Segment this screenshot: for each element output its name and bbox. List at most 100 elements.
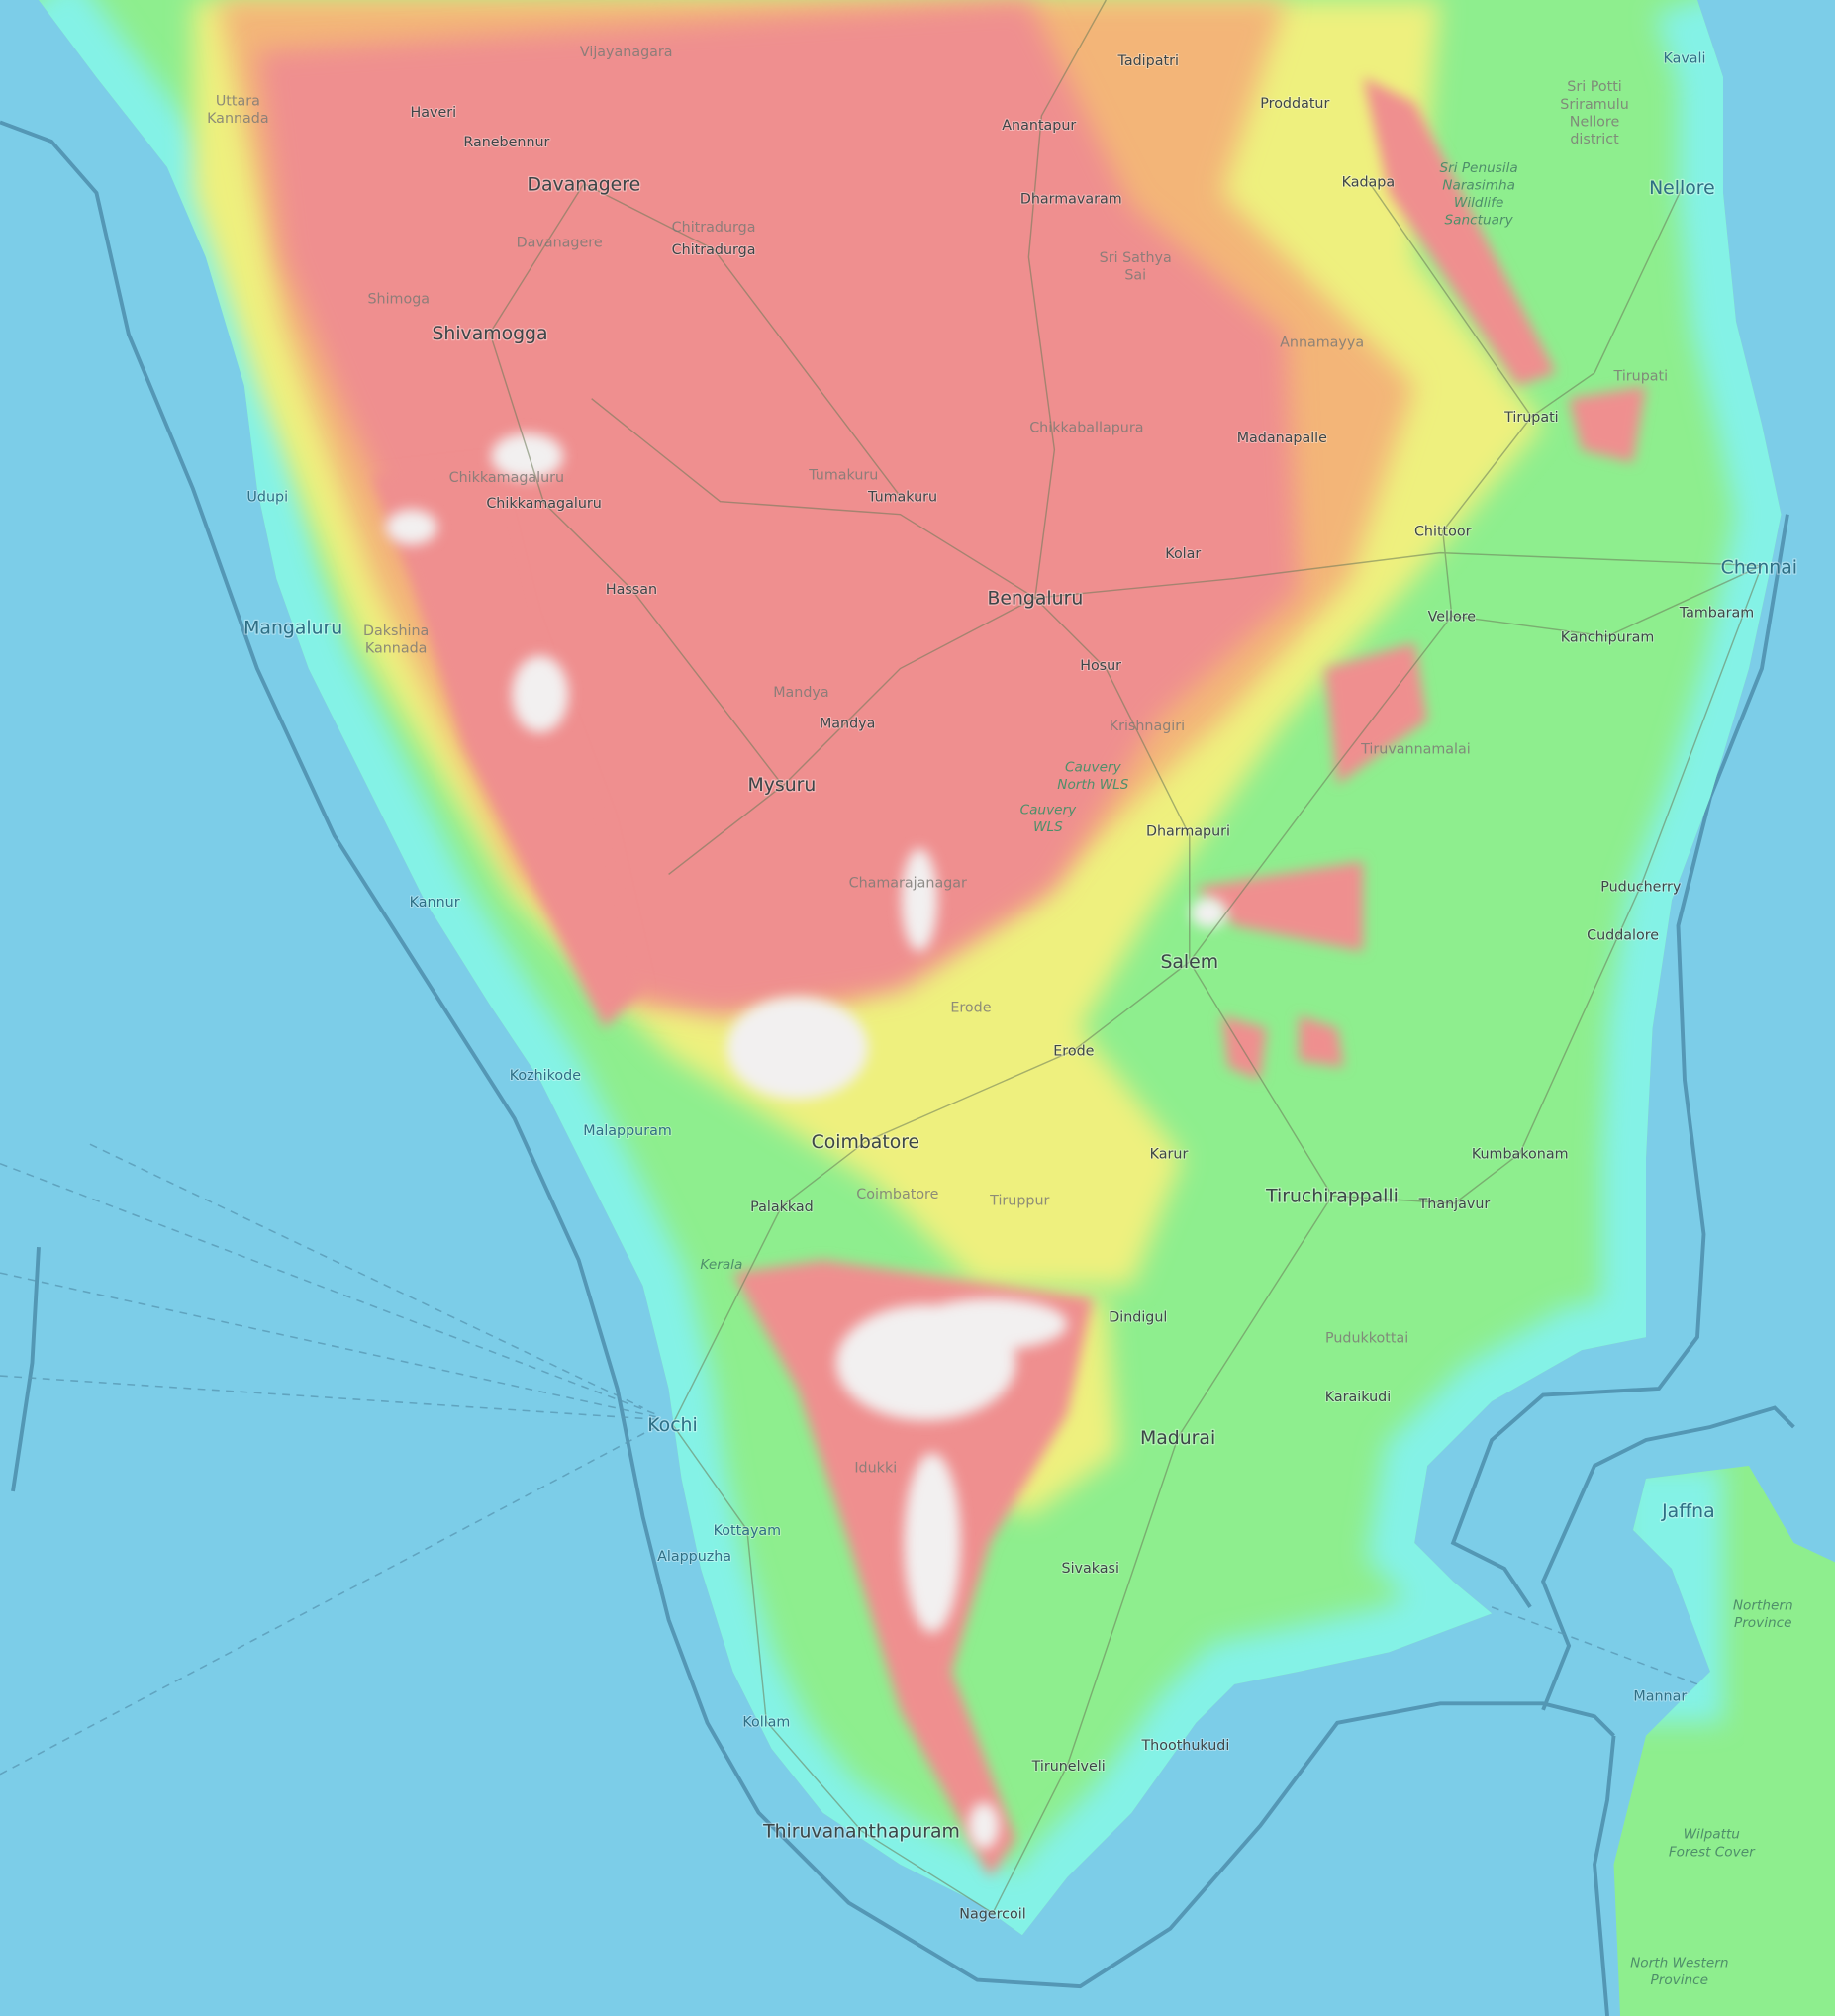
map-label-city[interactable]: Kavali [1662, 50, 1706, 68]
map-label-region[interactable]: Erode [950, 1000, 991, 1015]
map-label-city-major[interactable]: Davanagere [526, 173, 641, 197]
map-label-region[interactable]: Sri Potti Sriramulu Nellore district [1560, 79, 1629, 147]
map-label-city[interactable]: Dharmavaram [1019, 190, 1123, 208]
map-label-city[interactable]: Mandya [819, 715, 876, 732]
map-label-city[interactable]: Tirunelveli [1030, 1758, 1107, 1776]
map-label-region[interactable]: Tiruvannamalai [1360, 741, 1471, 757]
map-label-region[interactable]: Vijayanagara [580, 45, 673, 60]
map-label-city-major[interactable]: Bengaluru [986, 587, 1084, 611]
map-label-region[interactable]: Pudukkottai [1325, 1330, 1408, 1346]
map-label-city[interactable]: Kozhikode [509, 1067, 583, 1085]
map-label-city[interactable]: Dindigul [1108, 1308, 1168, 1326]
map-label-city-major[interactable]: Madurai [1139, 1427, 1217, 1451]
map-label-city[interactable]: Hassan [605, 581, 658, 599]
map-label-region[interactable]: Tirupati [1613, 369, 1669, 385]
map-label-line: Nellore [1570, 114, 1620, 130]
map-label-city-major[interactable]: Salem [1159, 951, 1219, 975]
map-label-city[interactable]: Kottayam [713, 1522, 783, 1540]
map-label-region[interactable]: Chikkamagaluru [449, 470, 564, 486]
map-label-city[interactable]: Erode [1052, 1043, 1095, 1061]
map-label-city[interactable]: Thoothukudi [1139, 1737, 1230, 1755]
map-label-line: Madurai [1140, 1428, 1215, 1449]
map-label-city[interactable]: Sivakasi [1060, 1560, 1120, 1578]
map-label-city[interactable]: Tambaram [1678, 605, 1755, 623]
map-label-city[interactable]: Puducherry [1599, 878, 1683, 896]
map-label-region[interactable]: Chikkaballapura [1029, 421, 1143, 436]
map-label-line: Chikkaballapura [1029, 421, 1143, 436]
map-label-city-major[interactable]: Coimbatore [810, 1131, 920, 1155]
map-label-city-major[interactable]: Nellore [1648, 177, 1716, 201]
map-label-region[interactable]: Idukki [854, 1460, 897, 1476]
map-label-city[interactable]: Tumakuru [866, 489, 938, 507]
map-label-city-major[interactable]: Mangaluru [242, 617, 344, 640]
map-label-region[interactable]: Mandya [773, 685, 828, 701]
map-label-city-major[interactable]: Kochi [646, 1414, 699, 1438]
map-label-city[interactable]: Madanapalle [1236, 430, 1329, 447]
map-label-line: Tadipatri [1117, 53, 1179, 69]
map-label-city[interactable]: Mannar [1632, 1688, 1688, 1706]
map-label-city[interactable]: Nagercoil [958, 1905, 1026, 1923]
map-label-city[interactable]: Chikkamagaluru [485, 495, 603, 513]
map-label-region[interactable]: Dakshina Kannada [363, 624, 429, 657]
map-label-line: Shivamogga [432, 324, 547, 344]
map-label-city-major[interactable]: Chennai [1719, 556, 1798, 580]
map-label-region[interactable]: Annamayya [1280, 336, 1364, 351]
map-label-region[interactable]: Tumakuru [808, 468, 878, 484]
map-label-city[interactable]: Karaikudi [1324, 1389, 1392, 1406]
map-label-city-major[interactable]: Shivamogga [431, 323, 549, 346]
map-label-city[interactable]: Kolar [1164, 545, 1202, 563]
map-label-line: Anantapur [1002, 118, 1076, 134]
map-label-region[interactable]: Krishnagiri [1110, 719, 1185, 734]
map-label-region[interactable]: Sri Sathya Sai [1100, 250, 1172, 284]
map-label-city-major[interactable]: Jaffna [1660, 1500, 1716, 1524]
map-label-city[interactable]: Kumbakonam [1471, 1145, 1570, 1163]
map-label-region[interactable]: Coimbatore [856, 1187, 938, 1202]
map-label-region[interactable]: Tiruppur [989, 1193, 1049, 1208]
map-label-line: Ranebennur [463, 135, 549, 150]
map-label-city[interactable]: Kadapa [1341, 173, 1397, 191]
map-label-city[interactable]: Karur [1149, 1145, 1190, 1163]
map-label-city[interactable]: Chitradurga [671, 241, 757, 259]
map-label-city[interactable]: Kollam [741, 1714, 791, 1732]
map-label-region[interactable]: Uttara Kannada [207, 94, 269, 128]
map-label-region[interactable]: Davanagere [517, 235, 603, 250]
map-label-city[interactable]: Haveri [410, 104, 458, 122]
map-label-city[interactable]: Tirupati [1502, 409, 1560, 427]
map-label-region[interactable]: Chamarajanagar [849, 875, 967, 891]
map-label-region[interactable]: Chitradurga [672, 220, 756, 236]
map-label-city[interactable]: Palakkad [749, 1199, 815, 1216]
map-label-city[interactable]: Chittoor [1413, 524, 1473, 541]
map-label-city-major[interactable]: Tiruchirappalli [1264, 1185, 1400, 1208]
map-label-city[interactable]: Thanjavur [1417, 1196, 1492, 1213]
map-label-city[interactable]: Udupi [245, 489, 289, 507]
map-label-line: Kadapa [1342, 174, 1396, 190]
map-label-city-major[interactable]: Mysuru [746, 774, 817, 798]
map-label-city[interactable]: Alappuzha [656, 1548, 732, 1566]
map-label-line: Kollam [742, 1715, 790, 1731]
map-label-protected-area[interactable]: Sri Penusila Narasimha Wildlife Sanctuary [1439, 160, 1517, 229]
map-label-city-major[interactable]: Thiruvananthapuram [761, 1820, 961, 1844]
map-label-city[interactable]: Proddatur [1259, 95, 1330, 113]
map-label-protected-area[interactable]: Cauvery North WLS [1057, 759, 1129, 793]
map-label-city[interactable]: Tadipatri [1115, 52, 1179, 70]
map-label-city[interactable]: Kannur [409, 894, 461, 912]
map-label-city[interactable]: Vellore [1427, 608, 1478, 625]
map-label-line: Tumakuru [808, 468, 878, 484]
map-label-protected-area[interactable]: Kerala [700, 1257, 742, 1273]
map-label-region[interactable]: Shimoga [367, 292, 430, 308]
map-label-city[interactable]: Kanchipuram [1560, 628, 1656, 646]
map-label-protected-area[interactable]: North Western Province [1630, 1956, 1728, 1989]
map-label-city[interactable]: Ranebennur [462, 134, 550, 151]
map-label-protected-area[interactable]: Wilpattu Forest Cover [1669, 1827, 1756, 1861]
map-label-protected-area[interactable]: Northern Province [1733, 1597, 1793, 1631]
map-label-city[interactable]: Dharmapuri [1145, 822, 1231, 840]
map-label-city[interactable]: Cuddalore [1586, 927, 1660, 945]
map-label-line: Narasimha [1442, 178, 1515, 194]
map-label-line: Kozhikode [510, 1068, 581, 1084]
map-label-protected-area[interactable]: Cauvery WLS [1020, 802, 1078, 835]
map-label-city[interactable]: Hosur [1079, 657, 1122, 675]
map-label-city[interactable]: Anantapur [1001, 117, 1077, 135]
map-label-city[interactable]: Malappuram [582, 1122, 673, 1140]
map-label-line: Sri Sathya [1100, 250, 1172, 266]
